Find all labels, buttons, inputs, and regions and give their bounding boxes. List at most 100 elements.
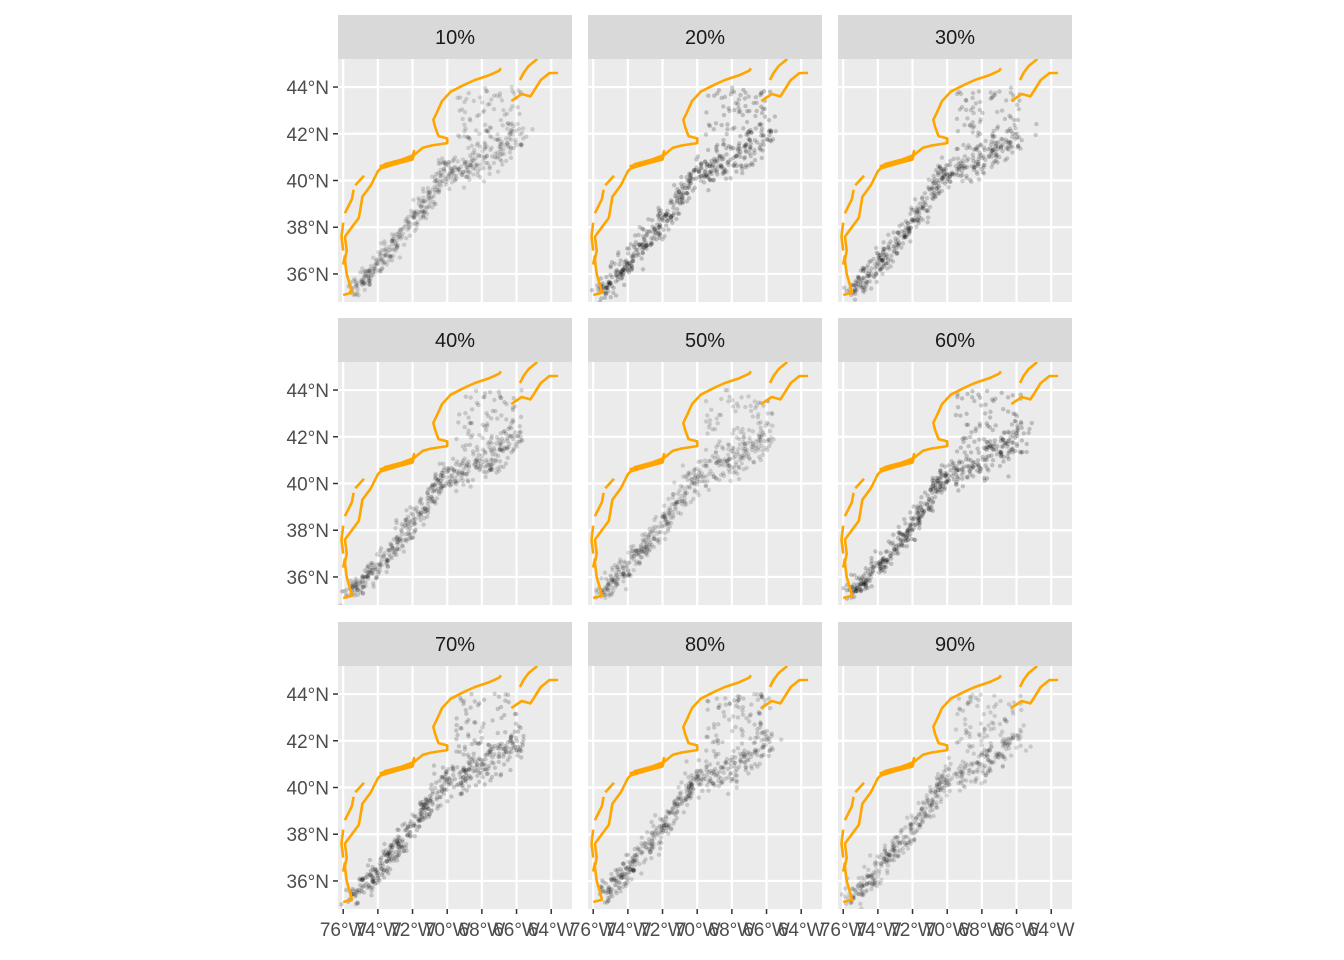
data-point	[686, 195, 692, 201]
data-point	[732, 698, 737, 703]
data-point	[896, 530, 901, 535]
data-point	[431, 194, 436, 199]
data-point	[885, 549, 890, 554]
data-point	[609, 260, 615, 265]
data-point	[501, 147, 506, 152]
data-point	[372, 565, 378, 570]
data-point	[412, 814, 417, 819]
data-point	[466, 734, 471, 739]
data-point	[908, 826, 913, 831]
data-point	[759, 432, 764, 438]
facet-panel: 40%36°N38°N40°N42°N44°N	[287, 318, 572, 605]
data-point	[599, 878, 605, 883]
data-point	[443, 182, 449, 187]
data-point	[860, 893, 865, 898]
data-point	[720, 171, 725, 176]
data-point	[680, 192, 685, 198]
data-point	[878, 551, 883, 556]
data-point	[506, 433, 512, 438]
data-point	[393, 841, 399, 847]
data-point	[687, 470, 692, 475]
data-point	[1021, 431, 1026, 436]
data-point	[521, 737, 526, 742]
data-point	[938, 799, 944, 805]
data-point	[917, 519, 922, 524]
data-point	[515, 744, 520, 750]
facet-panel: 80%76°W74°W72°W70°W68°W66°W64°W	[570, 622, 825, 941]
data-point	[385, 250, 391, 255]
data-point	[943, 783, 948, 788]
data-point	[746, 452, 751, 457]
data-point	[466, 432, 471, 437]
data-point	[714, 696, 720, 701]
data-point	[712, 725, 717, 730]
data-point	[958, 763, 963, 768]
data-point	[448, 170, 453, 175]
data-point	[1018, 727, 1023, 733]
data-point	[618, 258, 623, 263]
data-point	[967, 734, 972, 740]
data-point	[464, 164, 469, 170]
data-point	[909, 217, 915, 222]
data-point	[873, 871, 878, 876]
data-point	[519, 755, 524, 760]
data-point	[699, 776, 704, 782]
data-point	[1010, 433, 1016, 438]
data-point	[647, 542, 652, 547]
data-point	[919, 514, 924, 519]
data-point	[761, 745, 766, 750]
data-point	[441, 166, 447, 172]
data-point	[954, 171, 959, 176]
data-point	[396, 848, 402, 853]
data-point	[897, 530, 902, 535]
data-point	[869, 873, 874, 878]
data-point	[465, 775, 470, 780]
data-point	[742, 441, 748, 446]
data-point	[509, 749, 514, 755]
data-point	[988, 439, 993, 444]
data-point	[665, 526, 671, 532]
data-point	[761, 742, 766, 748]
data-point	[663, 819, 668, 825]
data-point	[641, 549, 646, 555]
data-point	[387, 548, 392, 553]
data-point	[611, 285, 616, 291]
data-point	[709, 171, 714, 177]
data-point	[450, 764, 455, 769]
data-point	[1003, 756, 1008, 762]
data-point	[938, 796, 944, 802]
data-point	[648, 540, 653, 545]
data-point	[917, 207, 922, 212]
data-point	[722, 459, 727, 464]
data-point	[962, 450, 967, 455]
data-point	[370, 874, 375, 879]
data-point	[390, 549, 396, 555]
data-point	[949, 776, 955, 781]
data-point	[373, 562, 379, 567]
data-point	[709, 158, 714, 164]
data-point	[742, 449, 747, 454]
facet-strip	[838, 622, 1072, 666]
data-point	[753, 735, 758, 740]
data-point	[969, 466, 974, 471]
data-point	[960, 772, 965, 777]
data-point	[876, 560, 882, 565]
data-point	[711, 781, 716, 786]
data-point	[371, 877, 376, 882]
data-point	[721, 446, 726, 451]
data-point	[367, 567, 372, 573]
data-point	[402, 537, 407, 543]
data-point	[472, 166, 478, 171]
data-point	[669, 213, 674, 219]
data-point	[492, 743, 498, 749]
data-point	[504, 401, 509, 407]
data-point	[887, 852, 892, 857]
x-tick-label: 72°W	[639, 920, 686, 941]
data-point	[620, 872, 625, 878]
data-point	[402, 224, 407, 230]
data-point	[418, 802, 423, 807]
data-point	[446, 160, 452, 165]
data-point	[471, 751, 476, 756]
data-point	[674, 500, 680, 505]
data-point	[723, 388, 728, 393]
